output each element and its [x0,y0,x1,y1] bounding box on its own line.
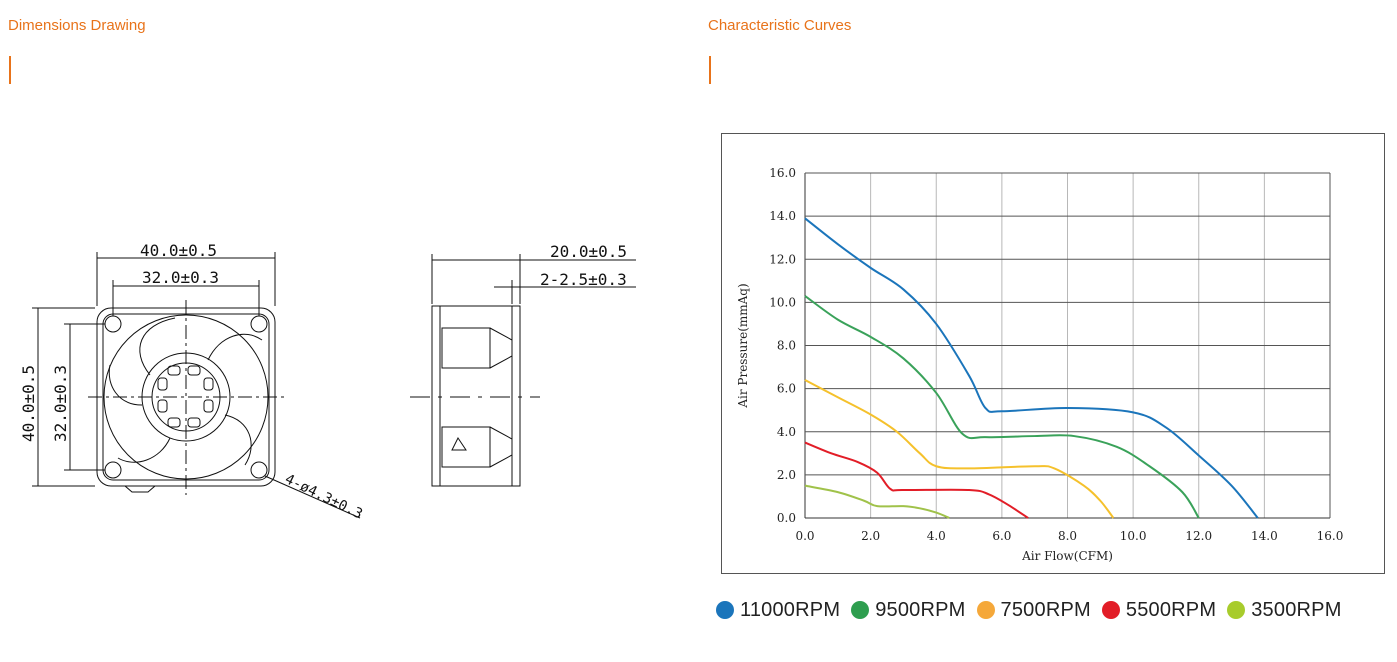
y-tick-label: 6.0 [777,382,796,396]
fan-side-view [431,305,521,487]
legend-label: 7500RPM [1000,598,1091,621]
x-tick-label: 0.0 [795,529,814,543]
side-flange-label: 2-2.5±0.3 [540,270,627,289]
side-depth-label: 20.0±0.5 [550,242,627,261]
legend-dot-icon [851,601,870,619]
y-tick-label: 0.0 [777,511,796,525]
y-tick-label: 16.0 [769,166,796,180]
front-width-inner-label: 32.0±0.3 [142,268,219,287]
front-height-outer-label: 40.0±0.5 [19,365,38,442]
legend-item-5500rpm: 5500RPM [1101,598,1217,622]
chart-grid [804,172,1331,519]
mounting-hole [104,461,122,479]
front-height-inner-label: 32.0±0.3 [51,365,70,442]
x-tick-label: 16.0 [1317,529,1344,543]
legend-label: 3500RPM [1251,598,1342,621]
x-tick-label: 12.0 [1185,529,1212,543]
legend-item-11000rpm: 11000RPM [716,599,840,622]
mounting-hole [250,461,268,479]
y-tick-label: 4.0 [777,425,796,439]
chart-legend: 11000RPM 9500RPM 7500RPM 5500RPM 3500RPM [716,596,1397,624]
legend-label: 5500RPM [1125,598,1217,621]
y-tick-label: 2.0 [777,468,796,482]
front-width-outer-label: 40.0±0.5 [140,241,217,260]
x-tick-label: 14.0 [1251,529,1278,543]
series-line-9500rpm [804,295,1200,519]
title-accent-bar [709,56,711,84]
legend-dot-icon [716,601,734,619]
dimensions-drawing-title: Dimensions Drawing [8,17,146,34]
characteristic-curves-title: Characteristic Curves [708,17,852,34]
legend-item-7500rpm: 7500RPM [976,598,1091,622]
x-tick-label: 2.0 [861,529,880,543]
legend-label: 11000RPM [740,598,841,621]
chart-frame: 0.0 2.0 4.0 6.0 8.0 10.0 12.0 14.0 16.0 0.0 2.0 4.0… [721,133,1385,574]
y-axis-label: Air Pressure(mmAq) [736,283,750,408]
series-line-7500rpm [804,379,1115,519]
hole-spec-label: 4-ø4.3±0.3 [282,471,365,522]
mounting-hole [104,315,122,333]
legend-item-3500rpm: 3500RPM [1227,599,1341,622]
mounting-hole [250,315,268,333]
y-tick-label: 14.0 [769,209,796,223]
legend-label: 9500RPM [875,598,966,621]
x-tick-label: 4.0 [927,529,946,543]
y-tick-label: 12.0 [769,252,796,266]
chart-ticks: 0.0 2.0 4.0 6.0 8.0 10.0 12.0 14.0 16.0 0.0 2.0 4.0… [769,166,1343,543]
legend-dot-icon [1227,601,1246,619]
x-tick-label: 8.0 [1058,529,1077,543]
series-line-5500rpm [804,441,1029,519]
y-tick-label: 8.0 [777,339,796,353]
series-line-11000rpm [804,217,1259,519]
x-tick-label: 10.0 [1120,529,1147,543]
title-accent-bar [9,56,11,84]
x-axis-label: Air Flow(CFM) [1021,549,1113,563]
series-line-3500rpm [804,484,950,519]
legend-item-9500rpm: 9500RPM [851,599,965,622]
y-tick-label: 10.0 [769,295,796,309]
legend-dot-icon [976,601,995,619]
characteristic-curves-chart: 0.0 2.0 4.0 6.0 8.0 10.0 12.0 14.0 16.0 0.0 2.0 4.0… [736,166,1343,563]
x-tick-label: 6.0 [992,529,1011,543]
chart-series [804,217,1259,519]
legend-dot-icon [1101,601,1120,619]
dimensions-drawing: 40.0±0.5 32.0±0.3 20.0±0.5 2-2.5±0.3 40.… [19,241,636,523]
